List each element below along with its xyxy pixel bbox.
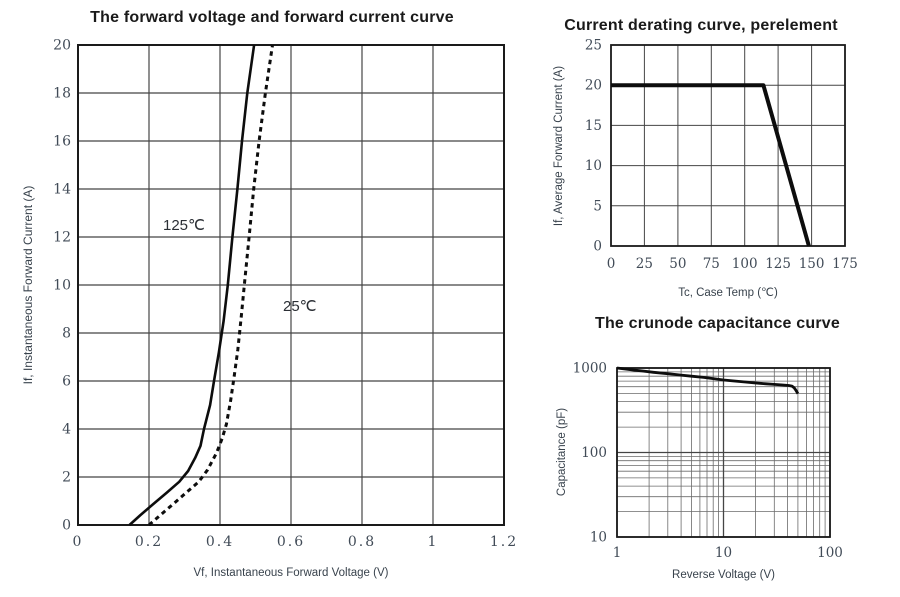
- svg-text:50: 50: [669, 256, 686, 272]
- svg-text:2: 2: [62, 470, 71, 486]
- svg-text:4: 4: [62, 422, 71, 438]
- grid-lines: [610, 44, 846, 247]
- derating-plot: 0 25 50 75 100 125 150 175 0 5 10 15 20 25: [585, 38, 858, 273]
- plot-border: [616, 367, 831, 538]
- svg-text:5: 5: [593, 198, 602, 214]
- svg-text:100: 100: [817, 545, 843, 561]
- grid-lines: [77, 44, 505, 526]
- svg-text:16: 16: [53, 134, 71, 150]
- forward-iv-plot: 0 0.2 0.4 0.6 0.8 1 1.2 0 2 4 6 8 10 12 14 16 18 20: [53, 38, 518, 551]
- tick-labels: 0 25 50 75 100 125 150 175 0 5 10 15 20 25: [585, 38, 858, 273]
- tick-labels: 1 10 100 10 100 1000: [573, 361, 843, 562]
- svg-text:0.4: 0.4: [206, 534, 234, 550]
- svg-text:10: 10: [53, 278, 71, 294]
- svg-text:10: 10: [590, 530, 607, 546]
- svg-text:1000: 1000: [573, 361, 607, 377]
- svg-text:1: 1: [613, 545, 622, 561]
- capacitance-plot: 1 10 100 10 100 1000: [573, 361, 843, 562]
- svg-text:20: 20: [585, 78, 602, 94]
- curve-label-125c: 125℃: [163, 217, 205, 234]
- svg-text:20: 20: [53, 38, 71, 54]
- svg-text:6: 6: [62, 374, 71, 390]
- svg-text:75: 75: [703, 256, 720, 272]
- curve-derating: [611, 83, 811, 247]
- curve-25: [148, 44, 274, 527]
- svg-text:175: 175: [832, 256, 858, 272]
- derating-chart-title: Current derating curve, perelement: [564, 17, 838, 34]
- svg-text:0.8: 0.8: [348, 534, 376, 550]
- tick-labels: 0 0.2 0.4 0.6 0.8 1 1.2 0 2 4 6 8 10 12 14 16 18 20: [53, 38, 518, 551]
- svg-text:15: 15: [585, 118, 602, 134]
- capacitance-x-axis-label: Reverse Voltage (V): [672, 569, 775, 581]
- svg-text:25: 25: [585, 38, 602, 54]
- svg-text:0: 0: [607, 256, 616, 272]
- svg-text:14: 14: [53, 182, 71, 198]
- forward-iv-x-axis-label: Vf, Instantaneous Forward Voltage (V): [193, 567, 389, 579]
- svg-text:12: 12: [53, 230, 71, 246]
- svg-text:10: 10: [715, 545, 732, 561]
- derating-x-axis-label: Tc, Case Temp (℃): [678, 287, 778, 299]
- svg-text:25: 25: [636, 256, 653, 272]
- forward-iv-chart-title: The forward voltage and forward current …: [90, 9, 454, 26]
- curve-capacitance: [616, 366, 800, 395]
- svg-text:0.6: 0.6: [277, 534, 305, 550]
- svg-text:0.2: 0.2: [135, 534, 163, 550]
- svg-text:8: 8: [62, 326, 71, 342]
- curve-label-25c: 25℃: [283, 298, 317, 315]
- svg-text:1: 1: [428, 534, 439, 550]
- svg-text:100: 100: [581, 445, 607, 461]
- svg-text:100: 100: [732, 256, 758, 272]
- plot-border: [610, 44, 846, 247]
- svg-text:0: 0: [593, 239, 602, 255]
- svg-text:0: 0: [62, 518, 71, 534]
- svg-text:150: 150: [799, 256, 825, 272]
- svg-text:1.2: 1.2: [490, 534, 518, 550]
- plot-border: [77, 44, 505, 526]
- svg-text:125: 125: [765, 256, 791, 272]
- capacitance-chart-title: The crunode capacitance curve: [594, 315, 840, 332]
- svg-text:0: 0: [73, 534, 84, 550]
- svg-text:18: 18: [53, 86, 71, 102]
- curve-125: [128, 44, 256, 526]
- svg-text:10: 10: [585, 158, 602, 174]
